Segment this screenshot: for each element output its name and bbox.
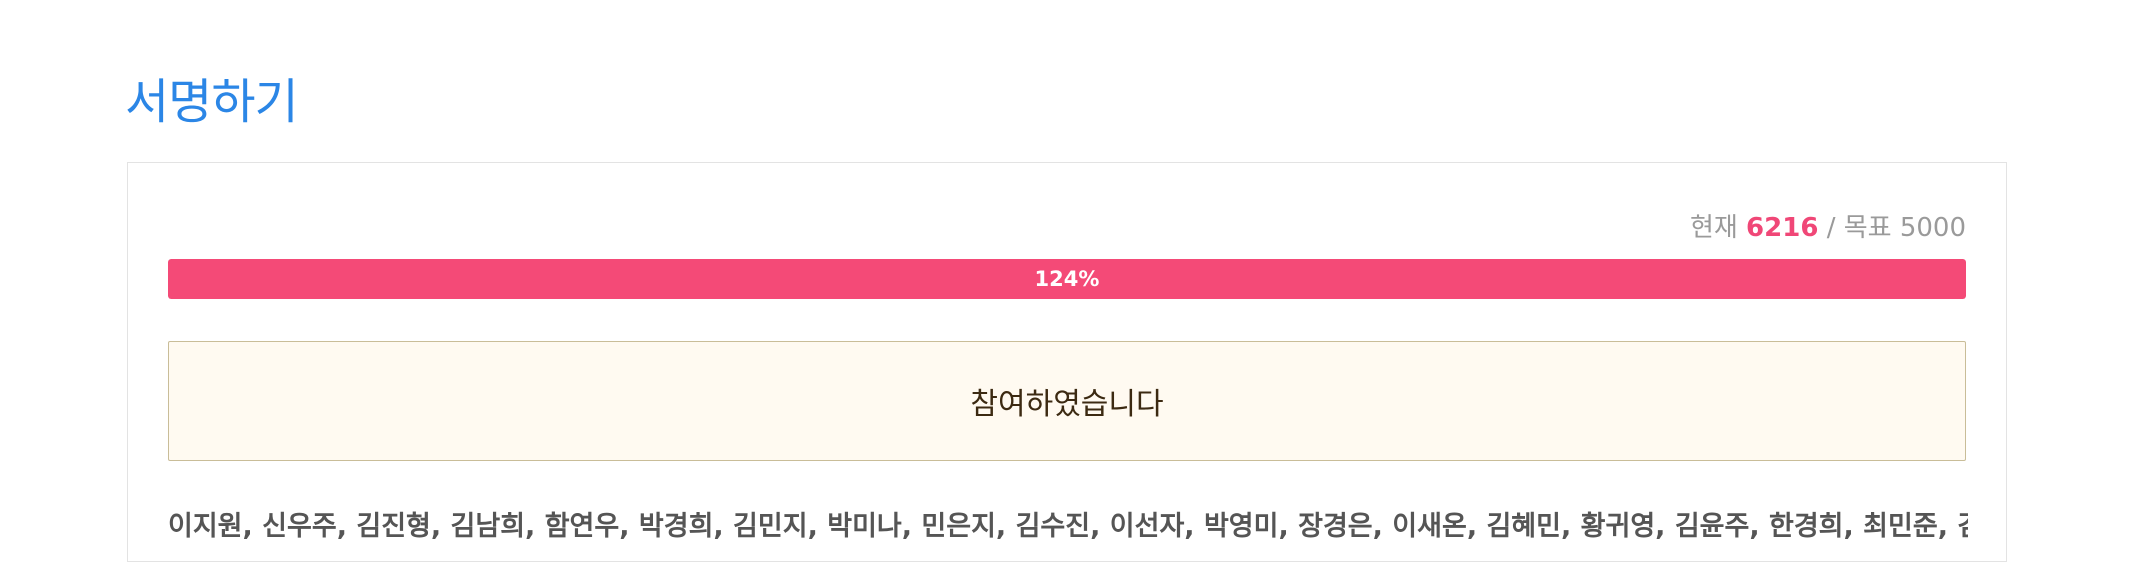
goal-count: 5000 [1899, 213, 1966, 243]
participated-label: 참여하였습니다 [970, 387, 1164, 422]
page-title: 서명하기 [125, 74, 299, 130]
signature-panel: 현재 6216 / 목표 5000 124% 참여하였습니다 이지원, 신우주,… [127, 162, 2007, 562]
current-label: 현재 [1689, 213, 1738, 243]
counter-separator: / [1826, 213, 1836, 243]
goal-label: 목표 [1843, 213, 1892, 243]
progress-bar: 124% [168, 259, 1966, 299]
current-count: 6216 [1746, 213, 1819, 243]
progress-fill: 124% [168, 259, 1966, 299]
signer-list: 이지원, 신우주, 김진형, 김남희, 함연우, 박경희, 김민지, 박미나, … [168, 511, 1968, 542]
participated-button[interactable]: 참여하였습니다 [168, 341, 1966, 461]
progress-percent: 124% [1034, 267, 1100, 291]
signature-counter: 현재 6216 / 목표 5000 [1690, 211, 1966, 245]
